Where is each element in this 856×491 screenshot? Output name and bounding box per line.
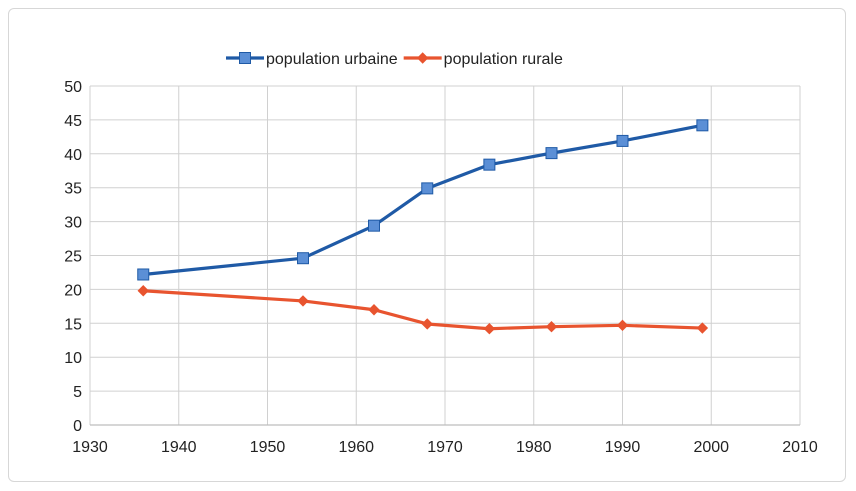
x-tick-label: 2010 [782, 439, 818, 456]
data-point [545, 320, 558, 333]
data-point [297, 295, 309, 307]
data-point [545, 147, 558, 160]
y-tick-label: 40 [64, 147, 82, 164]
data-point [483, 158, 496, 171]
data-point [137, 268, 150, 281]
axes: 0 5 10 15 20 25 30 35 40 45 50 1930 1940 1950 1960 1970… [64, 79, 818, 456]
series [137, 119, 709, 335]
data-point [696, 322, 709, 334]
series-population-urbaine [137, 119, 709, 281]
x-tick-label: 1980 [516, 439, 552, 456]
y-tick-label: 15 [64, 316, 82, 333]
legend-swatch-marker [239, 52, 251, 64]
x-tick-label: 1960 [338, 439, 374, 456]
series-population-rurale [137, 285, 709, 335]
y-tick-label: 30 [64, 215, 82, 232]
chart-frame [8, 8, 846, 482]
legend-item: population urbaine [226, 51, 398, 68]
y-tick-label: 25 [64, 249, 82, 266]
data-point [616, 134, 629, 147]
data-point [368, 304, 380, 316]
legend-label: population urbaine [266, 51, 398, 68]
data-point [137, 285, 149, 297]
y-tick-label: 10 [64, 350, 82, 367]
x-tick-label: 1940 [161, 439, 197, 456]
x-tick-label: 1950 [250, 439, 286, 456]
legend: population urbaine population rurale [226, 51, 563, 68]
data-point [616, 319, 629, 332]
data-point [421, 182, 434, 195]
series-line [141, 123, 704, 277]
x-tick-label: 2000 [693, 439, 729, 456]
x-tick-label: 1990 [605, 439, 641, 456]
legend-item: population rurale [403, 51, 563, 68]
x-tick-label: 1970 [427, 439, 463, 456]
y-tick-label: 5 [73, 384, 82, 401]
y-tick-label: 0 [73, 418, 82, 435]
data-point [483, 323, 496, 335]
legend-swatch-marker [416, 52, 429, 64]
data-point [297, 252, 309, 265]
data-point [368, 219, 380, 232]
y-tick-label: 50 [64, 79, 82, 96]
grid [89, 85, 801, 426]
x-tick-label: 1930 [72, 439, 108, 456]
y-tick-label: 35 [64, 181, 82, 198]
data-point [696, 119, 709, 132]
data-point [421, 318, 433, 330]
y-tick-label: 45 [64, 113, 82, 130]
y-tick-label: 20 [64, 282, 82, 299]
series-line [141, 289, 704, 331]
legend-label: population rurale [444, 51, 563, 68]
